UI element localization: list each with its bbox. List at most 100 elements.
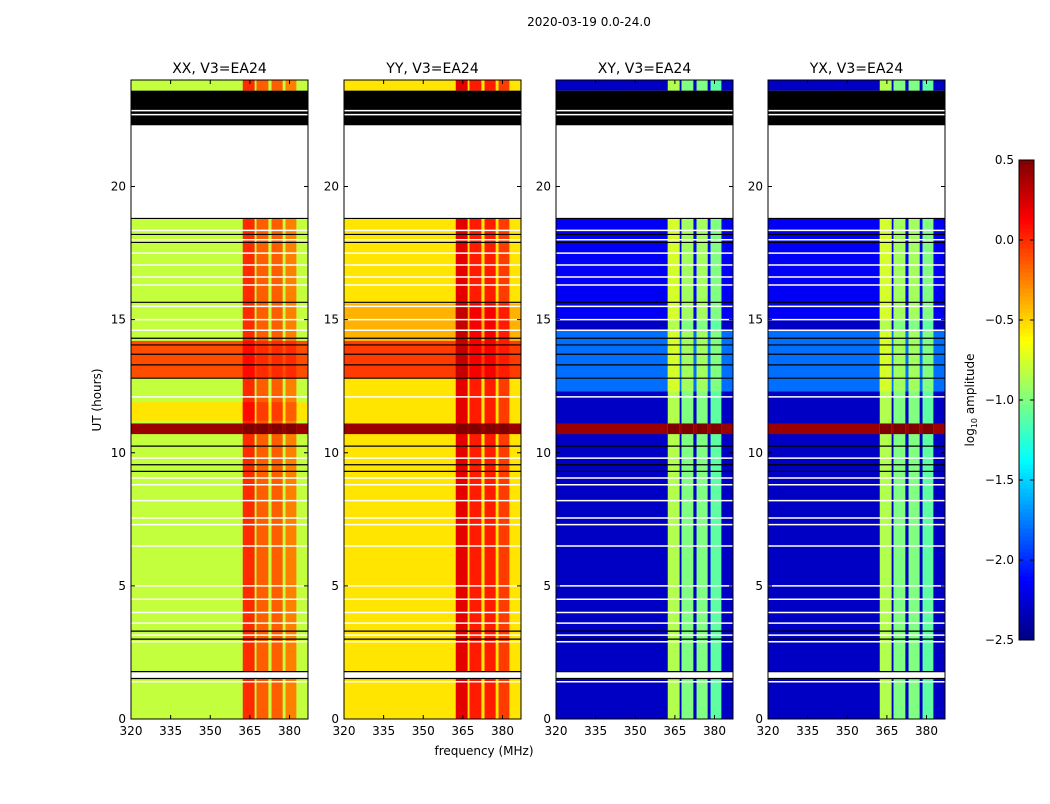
colorbar-segment [1019,376,1034,381]
rfi-band [271,423,283,435]
colorbar-segment [1019,216,1034,221]
rfi-band [681,218,694,320]
rfi-column [285,80,297,91]
rfi-band [242,423,255,435]
rfi-band [908,218,920,320]
y-tick-label: 0 [543,712,551,726]
panel-title: YX, V3=EA24 [809,61,904,77]
colorbar-segment [1019,220,1034,225]
x-axis-label: frequency (MHz) [434,744,533,758]
rfi-column [242,80,255,91]
colorbar-tick-label: −1.5 [985,473,1014,487]
rfi-band [498,423,510,435]
colorbar-segment [1019,560,1034,565]
rfi-band [498,340,510,379]
heatmap [344,80,521,719]
rfi-column [256,80,269,91]
colorbar-label-suffix: amplitude [963,354,977,418]
colorbar-segment [1019,612,1034,617]
colorbar-segment [1019,276,1034,281]
colorbar-segment [1019,624,1034,629]
time-band [131,423,308,435]
colorbar-segment [1019,436,1034,441]
y-tick-label: 10 [748,446,763,460]
rfi-column [922,218,934,672]
rfi-band [271,402,283,421]
colorbar-segment [1019,356,1034,361]
rfi-band [710,423,722,435]
rfi-band [696,218,708,320]
colorbar-segment [1019,468,1034,473]
colorbar-segment [1019,396,1034,401]
colorbar-segment [1019,272,1034,277]
rfi-band [879,330,892,392]
rfi-band [455,340,468,379]
colorbar-segment [1019,424,1034,429]
rfi-band [285,423,297,435]
y-tick-label: 15 [111,313,126,327]
rfi-band [455,423,468,435]
colorbar-segment [1019,168,1034,173]
colorbar-label-prefix: log [963,428,977,446]
colorbar-segment [1019,528,1034,533]
rfi-column [908,218,920,672]
rfi-band [893,218,906,320]
rfi-column [498,80,510,91]
rfi-column [242,679,255,719]
rfi-column [271,80,283,91]
y-tick-label: 20 [111,180,126,194]
rfi-column [469,80,482,91]
x-tick-label: 350 [624,724,647,738]
colorbar-segment [1019,248,1034,253]
colorbar-segment [1019,372,1034,377]
colorbar-segment [1019,452,1034,457]
colorbar-segment [1019,504,1034,509]
flagged-block [768,90,945,126]
x-tick-label: 365 [238,724,261,738]
y-tick-label: 5 [331,579,339,593]
colorbar-segment [1019,192,1034,197]
colorbar-segment [1019,348,1034,353]
colorbar-segment [1019,536,1034,541]
heatmap [768,80,945,719]
y-tick-label: 15 [748,313,763,327]
colorbar-tick-label: −2.0 [985,553,1014,567]
colorbar-segment [1019,616,1034,621]
colorbar-segment [1019,580,1034,585]
colorbar-segment [1019,636,1034,641]
colorbar-segment [1019,520,1034,525]
colorbar-segment [1019,544,1034,549]
colorbar-segment [1019,508,1034,513]
colorbar-segment [1019,596,1034,601]
colorbar-segment [1019,460,1034,465]
rfi-column [484,80,496,91]
rfi-column [696,679,708,719]
colorbar-segment [1019,320,1034,325]
rfi-column [498,218,510,672]
rfi-band [710,218,722,320]
heatmap [556,80,733,719]
rfi-column [893,218,906,672]
rfi-band [469,303,482,341]
rfi-column [681,80,694,91]
rfi-band [256,340,269,379]
rfi-column [922,80,934,91]
colorbar-segment [1019,620,1034,625]
x-tick-label: 335 [796,724,819,738]
rfi-band [256,423,269,435]
colorbar-segment [1019,400,1034,405]
y-tick-label: 10 [536,446,551,460]
rfi-column [710,80,722,91]
flagged-block [131,90,308,126]
colorbar-segment [1019,308,1034,313]
rfi-band [667,423,680,435]
flagged-block [344,90,521,126]
x-tick-label: 365 [663,724,686,738]
colorbar-segment [1019,212,1034,217]
colorbar-segment [1019,500,1034,505]
panel-frame [343,79,522,720]
colorbar-segment [1019,224,1034,229]
rfi-column [879,80,892,91]
panel-yx: YX, V3=EA24 320 335 350 365 380 0 5 10 15 20 [748,61,946,738]
